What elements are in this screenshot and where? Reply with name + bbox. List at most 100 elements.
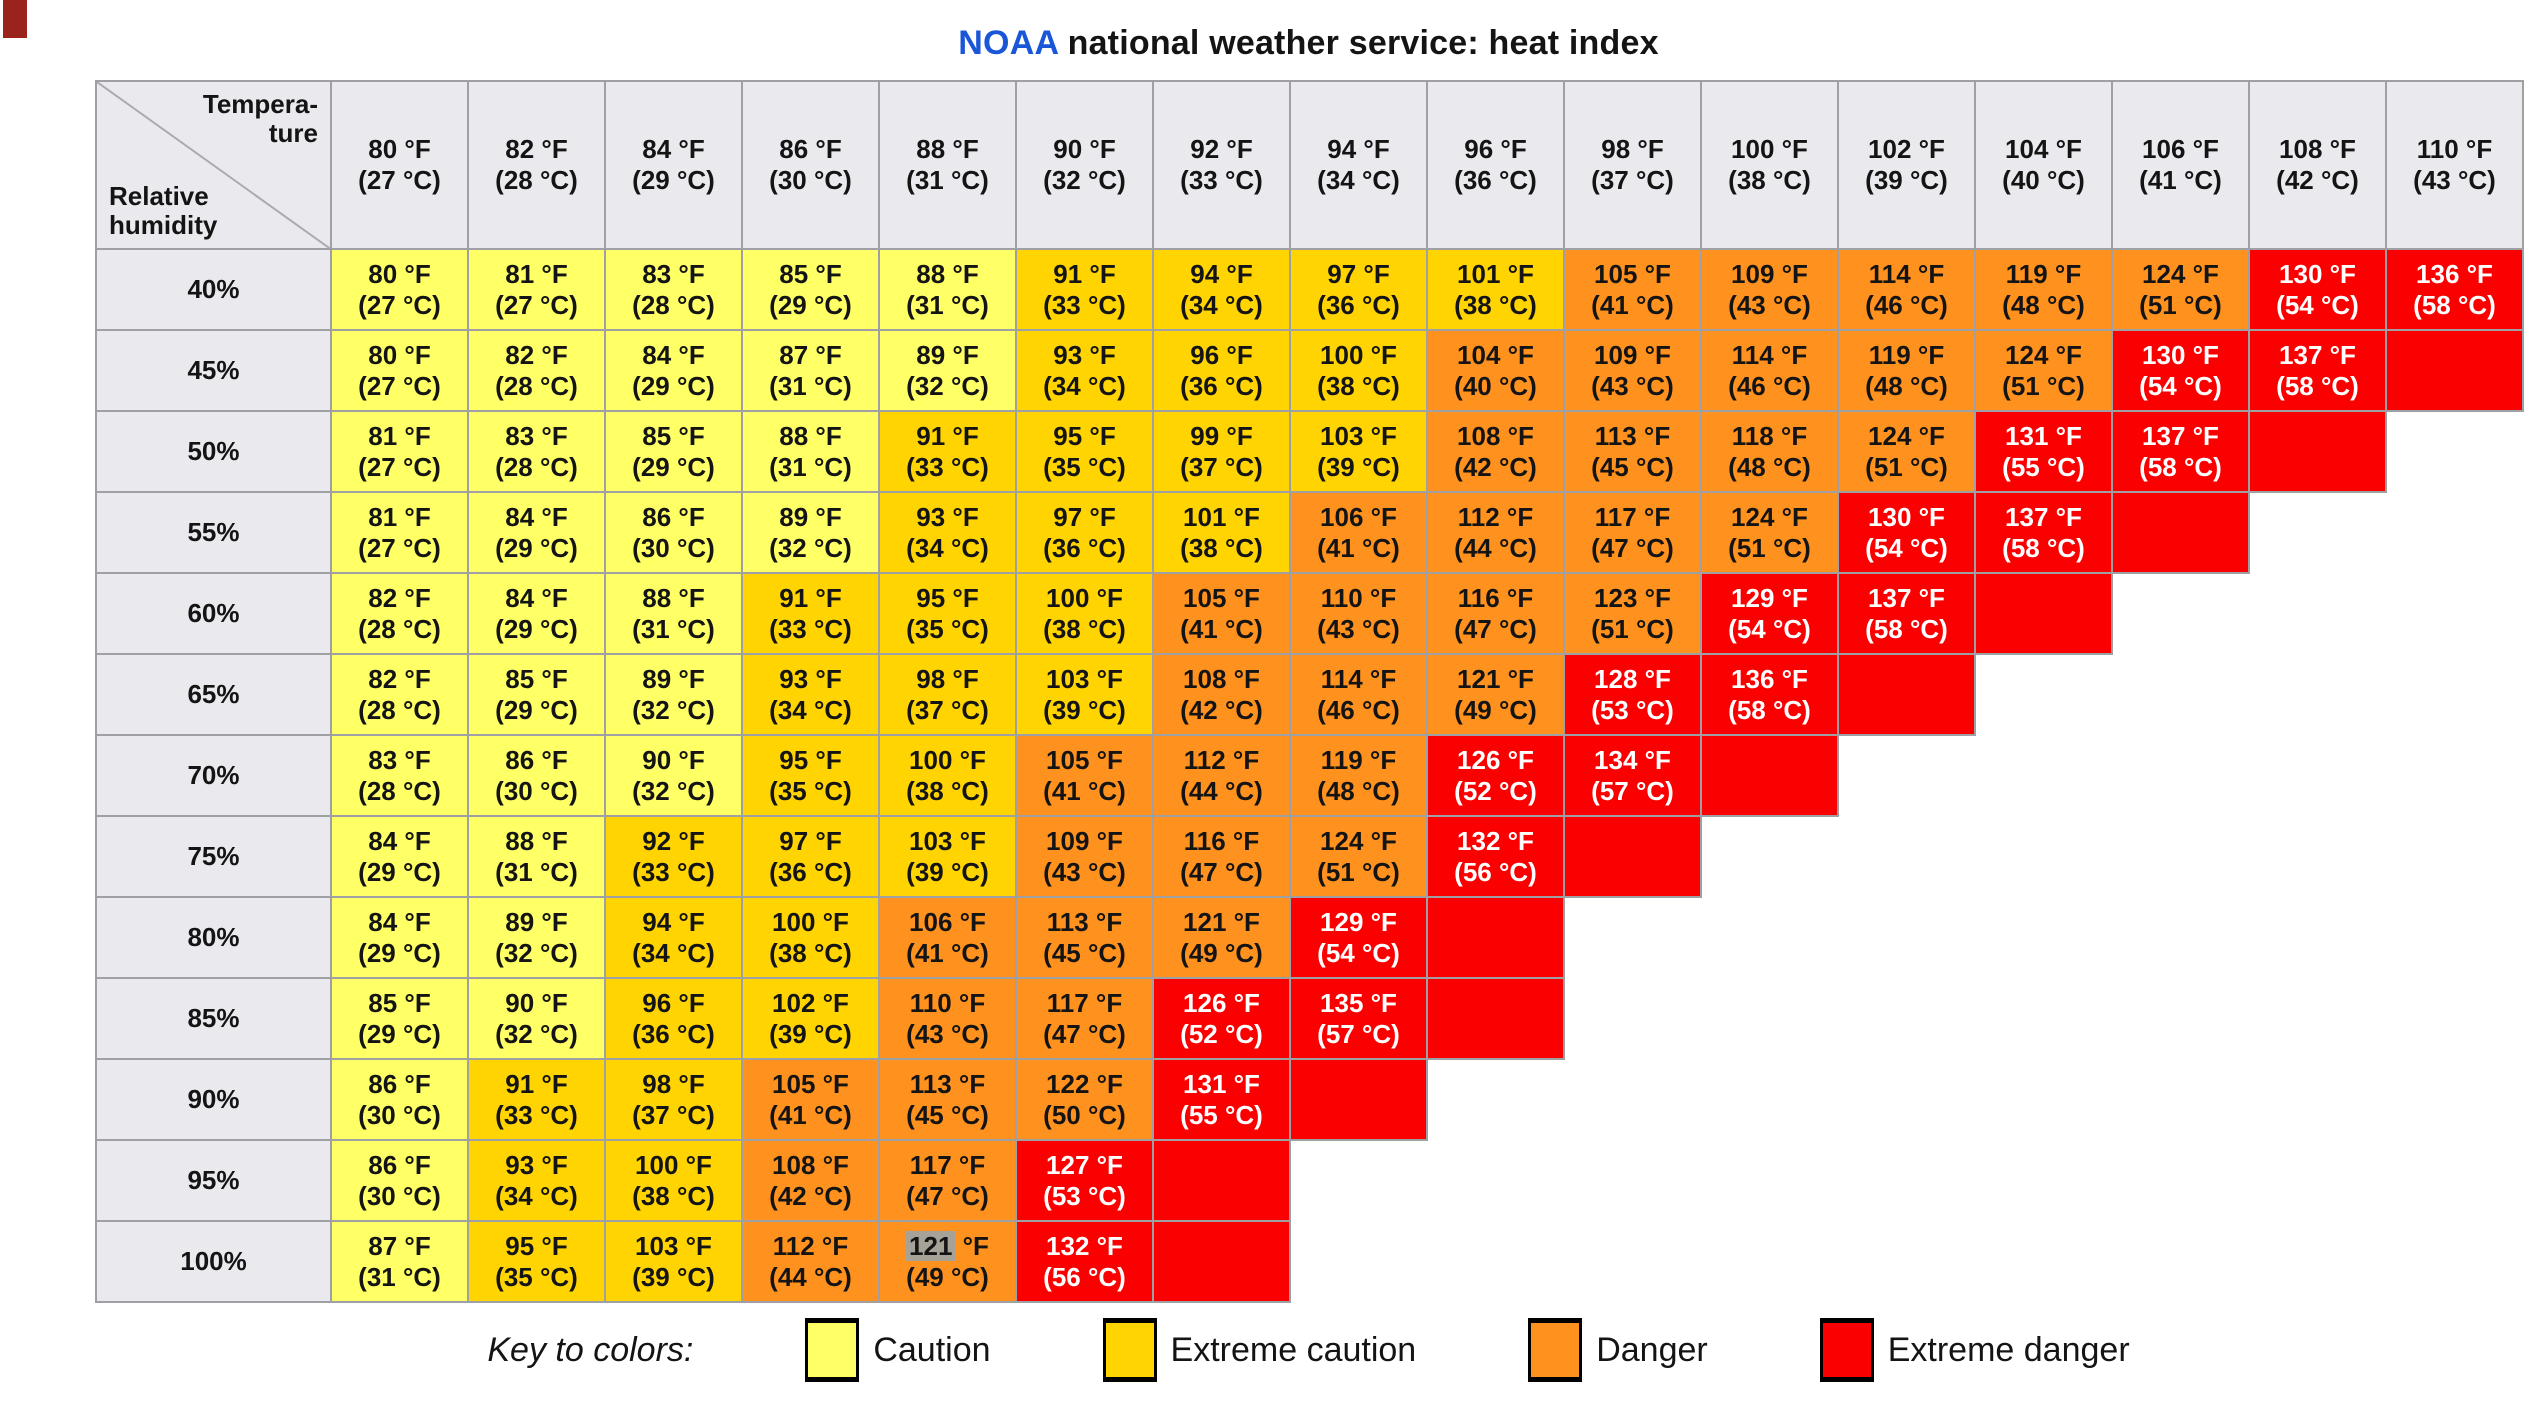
heat-cell: 102 °F (39 °C)	[741, 977, 880, 1060]
heat-cell-empty	[1289, 1058, 1428, 1141]
heat-cell: 119 °F (48 °C)	[1289, 734, 1428, 817]
heat-cell: 86 °F (30 °C)	[330, 1139, 469, 1222]
heat-cell: 134 °F (57 °C)	[1563, 734, 1702, 817]
heat-cell: 136 °F (58 °C)	[2385, 248, 2524, 331]
heat-cell: 98 °F (37 °C)	[604, 1058, 743, 1141]
heat-cell: 119 °F (48 °C)	[1837, 329, 1976, 412]
heat-cell: 84 °F (29 °C)	[467, 491, 606, 574]
heat-cell: 95 °F (35 °C)	[467, 1220, 606, 1303]
heat-cell: 86 °F (30 °C)	[467, 734, 606, 817]
heat-cell: 108 °F (42 °C)	[1152, 653, 1291, 736]
heat-cell: 103 °F (39 °C)	[878, 815, 1017, 898]
temp-column-header: 92 °F (33 °C)	[1152, 80, 1291, 250]
heat-cell: 100 °F (38 °C)	[741, 896, 880, 979]
heat-cell-empty	[1974, 572, 2113, 655]
heat-cell: 80 °F (27 °C)	[330, 248, 469, 331]
heat-cell: 118 °F (48 °C)	[1700, 410, 1839, 493]
heat-cell-empty	[1152, 1139, 1291, 1222]
temp-column-header: 82 °F (28 °C)	[467, 80, 606, 250]
heat-cell: 89 °F (32 °C)	[741, 491, 880, 574]
heat-cell: 85 °F (29 °C)	[604, 410, 743, 493]
legend-item-label: Caution	[873, 1330, 991, 1369]
page-title-text: national weather service: heat index	[1067, 24, 1659, 62]
temperature-axis-label: Tempera-ture	[202, 89, 318, 149]
temp-column-header: 108 °F (42 °C)	[2248, 80, 2387, 250]
humidity-row-header: 45%	[95, 329, 332, 412]
heat-cell: 137 °F (58 °C)	[2111, 410, 2250, 493]
heat-cell: 112 °F (44 °C)	[1426, 491, 1565, 574]
heat-cell: 124 °F (51 °C)	[1837, 410, 1976, 493]
temp-column-header: 88 °F (31 °C)	[878, 80, 1017, 250]
legend-item-label: Extreme caution	[1170, 1330, 1417, 1369]
heat-cell: 130 °F (54 °C)	[2111, 329, 2250, 412]
heat-cell: 121 °F (49 °C)	[1426, 653, 1565, 736]
heat-cell-empty	[1426, 896, 1565, 979]
heat-cell: 137 °F (58 °C)	[1837, 572, 1976, 655]
temp-column-header: 90 °F (32 °C)	[1015, 80, 1154, 250]
heat-cell: 110 °F (43 °C)	[1289, 572, 1428, 655]
heat-cell: 112 °F (44 °C)	[1152, 734, 1291, 817]
heat-cell: 84 °F (29 °C)	[330, 896, 469, 979]
heat-cell: 96 °F (36 °C)	[604, 977, 743, 1060]
heat-cell: 124 °F (51 °C)	[1700, 491, 1839, 574]
heat-cell: 130 °F (54 °C)	[2248, 248, 2387, 331]
heat-cell: 83 °F (28 °C)	[330, 734, 469, 817]
legend-swatch-d	[1528, 1318, 1583, 1382]
heat-cell: 95 °F (35 °C)	[741, 734, 880, 817]
heat-cell: 92 °F (33 °C)	[604, 815, 743, 898]
heat-cell-empty	[1563, 815, 1702, 898]
heat-cell: 131 °F (55 °C)	[1152, 1058, 1291, 1141]
heat-cell-empty	[1426, 977, 1565, 1060]
heat-cell: 124 °F (51 °C)	[2111, 248, 2250, 331]
temp-column-header: 110 °F (43 °C)	[2385, 80, 2524, 250]
heat-cell: 113 °F (45 °C)	[1563, 410, 1702, 493]
heat-cell: 86 °F (30 °C)	[330, 1058, 469, 1141]
humidity-row-header: 95%	[95, 1139, 332, 1222]
heat-cell: 101 °F (38 °C)	[1152, 491, 1291, 574]
heat-cell: 109 °F (43 °C)	[1700, 248, 1839, 331]
humidity-row-header: 70%	[95, 734, 332, 817]
heat-cell: 85 °F (29 °C)	[467, 653, 606, 736]
heat-cell: 88 °F (31 °C)	[878, 248, 1017, 331]
heat-cell: 95 °F (35 °C)	[1015, 410, 1154, 493]
heat-cell: 103 °F (39 °C)	[604, 1220, 743, 1303]
heat-cell: 84 °F (29 °C)	[467, 572, 606, 655]
humidity-row-header: 60%	[95, 572, 332, 655]
heat-cell: 137 °F (58 °C)	[2248, 329, 2387, 412]
heat-cell-empty	[2385, 329, 2524, 412]
corner-diagonal-line	[98, 83, 329, 247]
heat-cell: 109 °F (43 °C)	[1015, 815, 1154, 898]
heat-cell: 81 °F (27 °C)	[330, 410, 469, 493]
heat-cell: 112 °F (44 °C)	[741, 1220, 880, 1303]
heat-cell: 83 °F (28 °C)	[467, 410, 606, 493]
heat-cell: 82 °F (28 °C)	[467, 329, 606, 412]
heat-cell: 104 °F (40 °C)	[1426, 329, 1565, 412]
heat-cell: 117 °F (47 °C)	[1015, 977, 1154, 1060]
temp-column-header: 86 °F (30 °C)	[741, 80, 880, 250]
temp-column-header: 80 °F (27 °C)	[330, 80, 469, 250]
humidity-row-header: 85%	[95, 977, 332, 1060]
heat-cell: 105 °F (41 °C)	[1015, 734, 1154, 817]
heat-cell: 116 °F (47 °C)	[1152, 815, 1291, 898]
heat-cell: 137 °F (58 °C)	[1974, 491, 2113, 574]
page-title: NOAA national weather service: heat inde…	[95, 24, 2522, 63]
heat-cell: 122 °F (50 °C)	[1015, 1058, 1154, 1141]
heat-cell: 103 °F (39 °C)	[1289, 410, 1428, 493]
heat-cell: 132 °F (56 °C)	[1426, 815, 1565, 898]
heat-cell: 114 °F (46 °C)	[1700, 329, 1839, 412]
heat-cell: 117 °F (47 °C)	[878, 1139, 1017, 1222]
heat-cell: 93 °F (34 °C)	[878, 491, 1017, 574]
temp-column-header: 94 °F (34 °C)	[1289, 80, 1428, 250]
heat-index-table: Tempera-ture Relative humidity 80 °F (27 °C)…	[95, 80, 2524, 1303]
heat-cell: 135 °F (57 °C)	[1289, 977, 1428, 1060]
humidity-row-header: 75%	[95, 815, 332, 898]
legend-item: Extreme caution	[1102, 1318, 1417, 1382]
heat-cell-empty	[1837, 653, 1976, 736]
temp-column-header: 84 °F (29 °C)	[604, 80, 743, 250]
humidity-row-header: 55%	[95, 491, 332, 574]
color-key-legend: Key to colors: Caution Extreme caution Dan…	[95, 1318, 2522, 1382]
legend-item: Danger	[1528, 1318, 1708, 1382]
heat-cell: 132 °F (56 °C)	[1015, 1220, 1154, 1303]
heat-cell: 106 °F (41 °C)	[878, 896, 1017, 979]
